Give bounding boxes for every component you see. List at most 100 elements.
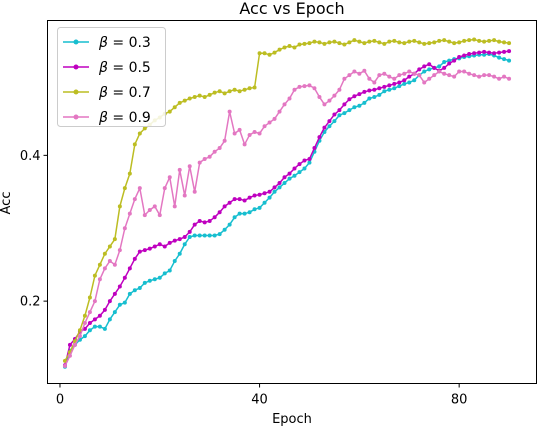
data-point	[387, 74, 392, 79]
data-point	[167, 175, 172, 180]
data-point	[302, 158, 307, 163]
data-point	[167, 109, 172, 114]
data-point	[502, 74, 507, 79]
data-point	[117, 284, 122, 289]
data-point	[187, 229, 192, 234]
legend-value: 0.3	[129, 35, 151, 51]
x-tick-label: 0	[56, 393, 64, 408]
data-point	[112, 237, 117, 242]
data-point	[497, 39, 502, 44]
data-point	[127, 211, 132, 216]
data-point	[317, 135, 322, 140]
data-point	[477, 74, 482, 79]
data-point	[247, 210, 252, 215]
data-point	[197, 233, 202, 238]
data-point	[357, 92, 362, 97]
data-point	[402, 78, 407, 83]
data-point	[412, 78, 417, 83]
data-point	[277, 185, 282, 190]
data-point	[332, 93, 337, 98]
data-point	[172, 204, 177, 209]
data-point	[217, 146, 222, 151]
data-point	[357, 103, 362, 108]
data-point	[272, 185, 277, 190]
data-point	[457, 54, 462, 59]
legend-symbol: β	[98, 60, 108, 76]
data-point	[372, 87, 377, 92]
data-point	[447, 61, 452, 66]
data-point	[392, 86, 397, 91]
data-point	[402, 81, 407, 86]
data-point	[407, 74, 412, 79]
data-point	[82, 334, 87, 339]
data-point	[452, 58, 457, 63]
data-point	[342, 102, 347, 107]
data-point	[382, 89, 387, 94]
data-point	[127, 171, 132, 176]
data-point	[212, 233, 217, 238]
data-point	[217, 89, 222, 94]
data-point	[92, 299, 97, 304]
data-point	[357, 39, 362, 44]
data-point	[92, 324, 97, 329]
data-point	[417, 40, 422, 45]
data-point	[492, 51, 497, 56]
data-point	[407, 69, 412, 74]
data-point	[222, 204, 227, 209]
data-point	[457, 69, 462, 74]
data-point	[347, 73, 352, 78]
data-point	[337, 41, 342, 46]
data-point	[257, 192, 262, 197]
data-point	[367, 76, 372, 81]
data-point	[232, 197, 237, 202]
data-point	[87, 295, 92, 300]
legend-item: β = 0.7	[63, 85, 151, 101]
data-point	[387, 87, 392, 92]
data-point	[437, 69, 442, 74]
data-point	[272, 189, 277, 194]
legend-equals: =	[108, 35, 129, 51]
data-point	[322, 102, 327, 107]
data-point	[332, 119, 337, 124]
data-point	[362, 41, 367, 46]
data-point	[192, 189, 197, 194]
data-point	[312, 146, 317, 151]
data-point	[107, 317, 112, 322]
data-point	[237, 127, 242, 132]
legend-value: 0.9	[129, 110, 151, 126]
data-point	[372, 95, 377, 100]
data-point	[292, 87, 297, 92]
legend-marker	[73, 64, 79, 70]
data-point	[327, 124, 332, 129]
data-point	[82, 326, 87, 331]
data-point	[262, 191, 267, 196]
data-point	[157, 242, 162, 247]
legend-item: β = 0.5	[63, 60, 151, 76]
data-point	[92, 317, 97, 322]
data-point	[67, 353, 72, 358]
data-point	[142, 248, 147, 253]
legend-equals: =	[108, 60, 129, 76]
data-point	[92, 273, 97, 278]
legend-label: β = 0.3	[98, 35, 151, 51]
data-point	[367, 39, 372, 44]
legend-symbol: β	[98, 35, 108, 51]
data-point	[422, 64, 427, 69]
data-point	[137, 286, 142, 291]
data-point	[67, 342, 72, 347]
data-point	[112, 262, 117, 267]
data-point	[282, 45, 287, 50]
data-point	[322, 125, 327, 130]
data-point	[317, 40, 322, 45]
data-point	[377, 73, 382, 78]
data-point	[337, 113, 342, 118]
data-point	[227, 200, 232, 205]
data-point	[77, 328, 82, 333]
data-point	[492, 74, 497, 79]
data-point	[167, 268, 172, 273]
data-point	[147, 278, 152, 283]
data-point	[277, 181, 282, 186]
data-point	[397, 84, 402, 89]
data-point	[272, 116, 277, 121]
data-point	[327, 40, 332, 45]
